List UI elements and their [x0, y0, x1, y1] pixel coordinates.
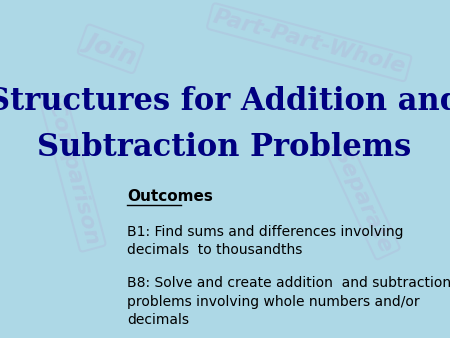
- Text: Comparison: Comparison: [44, 99, 102, 248]
- Text: Separate: Separate: [330, 144, 396, 256]
- Text: Join: Join: [82, 28, 140, 69]
- Text: Part-Part-Whole: Part-Part-Whole: [211, 7, 408, 78]
- Text: Outcomes: Outcomes: [127, 189, 213, 204]
- Text: B8: Solve and create addition  and subtraction
problems involving whole numbers : B8: Solve and create addition and subtra…: [127, 276, 450, 327]
- Text: Structures for Addition and: Structures for Addition and: [0, 86, 450, 117]
- Text: Subtraction Problems: Subtraction Problems: [37, 132, 412, 163]
- Text: B1: Find sums and differences involving
decimals  to thousandths: B1: Find sums and differences involving …: [127, 225, 403, 257]
